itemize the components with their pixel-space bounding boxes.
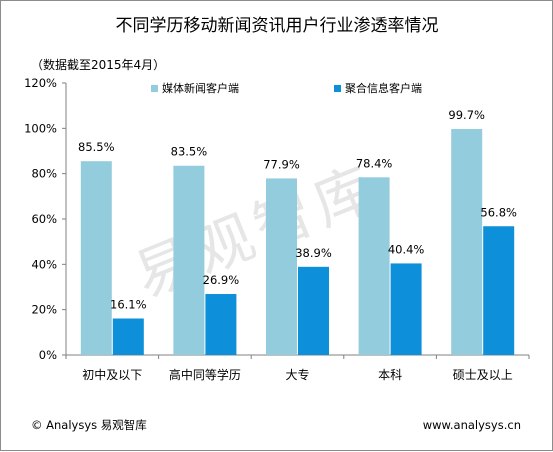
x-category-label: 硕士及以上 bbox=[453, 368, 513, 382]
footer-url: www.analysys.cn bbox=[423, 418, 521, 432]
x-category-label: 高中同等学历 bbox=[169, 367, 241, 382]
data-label: 40.4% bbox=[388, 242, 425, 256]
y-tick-label: 120% bbox=[24, 76, 57, 90]
x-category-label: 本科 bbox=[378, 368, 402, 382]
legend-swatch bbox=[151, 85, 158, 92]
data-label: 83.5% bbox=[171, 145, 208, 159]
legend-label: 媒体新闻客户端 bbox=[162, 81, 239, 95]
data-note: （数据截至2015年4月） bbox=[31, 57, 165, 72]
data-label: 85.5% bbox=[78, 140, 115, 154]
bars: 85.5% 16.1% 83.5% 26.9% 77.9% 38.9% 78.4% 40.4%… bbox=[78, 108, 517, 355]
data-label: 56.8% bbox=[480, 205, 517, 219]
watermark: 易观智库 bbox=[125, 152, 388, 311]
data-label: 16.1% bbox=[110, 298, 147, 312]
y-tick-label: 40% bbox=[31, 257, 57, 271]
data-label: 99.7% bbox=[448, 108, 485, 122]
bar-aggregator bbox=[112, 318, 144, 355]
legend: 媒体新闻客户端 聚合信息客户端 bbox=[151, 81, 422, 95]
data-label: 26.9% bbox=[203, 273, 240, 287]
axes: 0% 20% 40% 60% 80% 100% 120% 初中及以下 高中同等学历 大专 本科 硕士及… bbox=[24, 76, 530, 382]
chart-title: 不同学历移动新闻资讯用户行业渗透率情况 bbox=[116, 16, 439, 36]
bar-media-news bbox=[80, 161, 112, 355]
y-tick-label: 20% bbox=[31, 303, 57, 317]
y-tick-label: 80% bbox=[31, 167, 57, 181]
bar-media-news bbox=[173, 165, 205, 355]
bar-media-news bbox=[358, 177, 390, 355]
bar-aggregator bbox=[298, 266, 329, 355]
data-label: 38.9% bbox=[295, 246, 332, 260]
legend-swatch bbox=[334, 85, 341, 92]
y-tick-label: 100% bbox=[24, 121, 57, 135]
x-category-label: 初中及以下 bbox=[82, 367, 142, 382]
x-category-label: 大专 bbox=[285, 367, 309, 382]
bar-aggregator bbox=[390, 263, 422, 355]
bar-aggregator bbox=[483, 226, 515, 355]
bar-aggregator bbox=[205, 294, 237, 355]
footer-copyright: © Analysys 易观智库 bbox=[31, 418, 147, 432]
legend-label: 聚合信息客户端 bbox=[345, 81, 422, 95]
data-label: 77.9% bbox=[263, 157, 300, 171]
bar-media-news bbox=[451, 129, 483, 355]
y-tick-label: 60% bbox=[31, 212, 57, 226]
data-label: 78.4% bbox=[356, 156, 393, 170]
y-tick-label: 0% bbox=[39, 348, 57, 362]
bar-media-news bbox=[266, 178, 297, 355]
